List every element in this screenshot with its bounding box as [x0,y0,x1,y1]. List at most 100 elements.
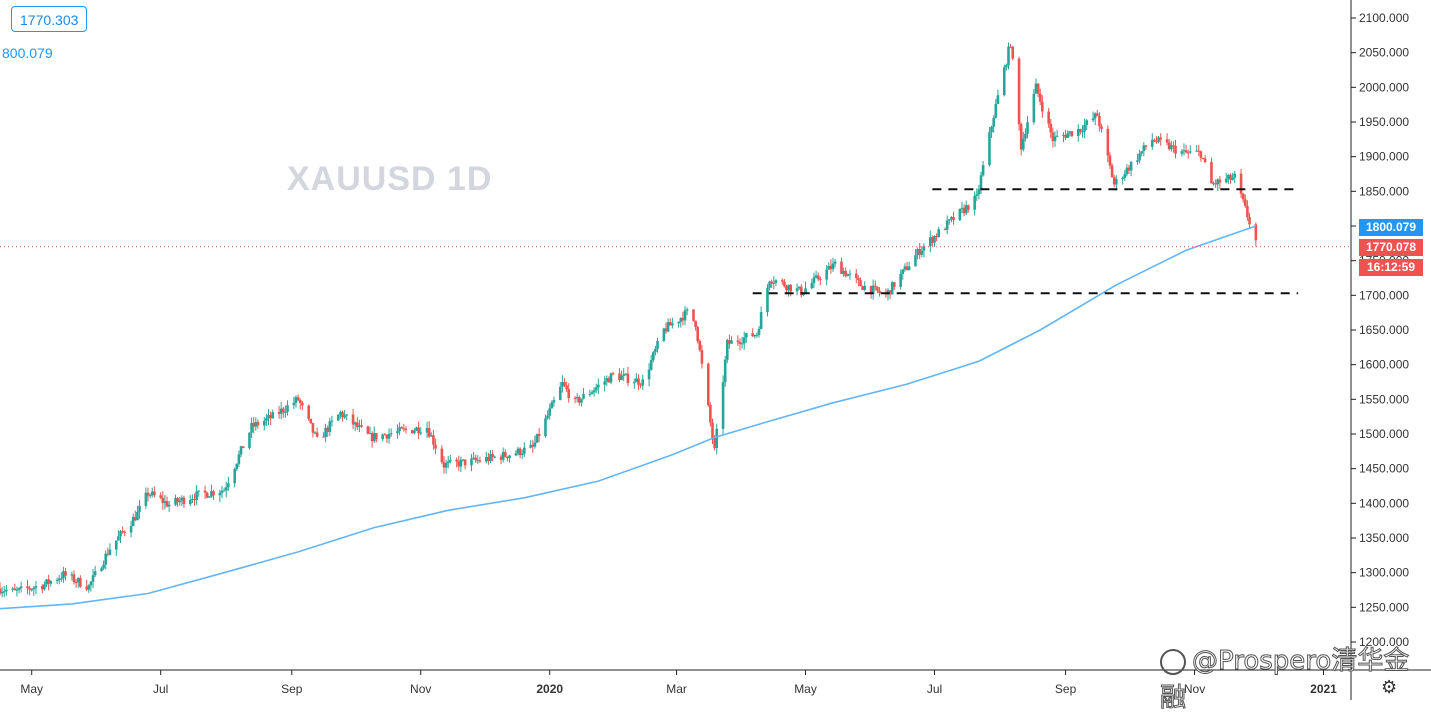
candle-body [108,549,112,555]
candle-body [905,266,909,271]
symbol-watermark: XAUUSD 1D [287,160,493,198]
candle-body [1123,174,1127,178]
candle-body [87,585,91,590]
candle-body [1047,111,1050,124]
candle-body [1068,131,1072,134]
candle-body [780,280,784,282]
candle-body [26,586,29,589]
candle-body [947,219,951,221]
candle-body [491,453,494,457]
candle-body [1049,123,1053,133]
candle-body [578,397,581,403]
candle-body [529,444,532,448]
candle-body [516,448,520,454]
candle-body [271,412,275,419]
candle-body [430,435,433,437]
candle-body [267,415,270,419]
candle-body [440,448,444,463]
candle-body [74,582,78,584]
candle-body [594,387,598,391]
candle-body [609,373,613,383]
candle-body [871,285,875,295]
candle-body [1150,139,1154,147]
candle-body [129,526,133,533]
candle-body [1172,145,1175,147]
candle-body [1224,178,1228,183]
candle-body [861,286,864,290]
moving-average-line [0,225,1257,610]
candle-body [624,373,628,375]
candle-body [459,459,463,467]
candle-body [1081,131,1084,133]
candle-body [863,285,867,290]
candle-body [1021,138,1025,150]
candle-body [387,434,391,439]
candle-body [11,588,14,590]
candle-body [195,491,198,501]
x-tick-label: Nov [1184,682,1205,696]
candle-body [1083,125,1086,132]
candle-body [1053,136,1057,142]
candle-body [235,463,239,470]
candle-body [70,574,74,576]
candle-body [518,448,522,456]
candle-body [1106,128,1110,156]
candle-body [93,571,97,576]
candle-body [389,433,393,435]
candle-body [685,309,689,311]
candle-body [1180,151,1184,154]
bar-countdown-tag: 16:12:59 [1359,259,1423,276]
candle-body [425,428,429,433]
candle-body [635,378,638,383]
candle-body [683,310,687,321]
candle-body [546,415,549,419]
candle-body [514,453,518,456]
candle-body [478,460,482,462]
candle-body [713,437,716,448]
candle-body [220,490,224,493]
candle-body [757,328,761,335]
candle-body [417,427,420,434]
candle-body [914,255,917,267]
candle-body [193,498,196,501]
candle-body [935,236,938,238]
x-tick-label: May [794,682,817,696]
candle-body [212,491,215,496]
gear-icon[interactable]: ⚙ [1381,677,1398,698]
candle-body [1167,142,1171,150]
y-tick-label: 1950.000 [1359,115,1409,129]
candle-body [1144,145,1148,147]
candle-body [43,584,46,590]
candle-body [294,397,298,403]
candle-body [662,328,666,341]
candle-body [404,428,408,431]
y-tick-label: 1500.000 [1359,427,1409,441]
candle-body [988,132,991,166]
candle-body [501,452,505,460]
candle-body [933,236,936,243]
candle-body [605,378,609,382]
candle-body [180,497,184,501]
candle-body [1038,93,1042,102]
candle-body [647,369,651,380]
candle-body [463,459,467,466]
candle-body [91,575,95,582]
candle-body [603,381,606,385]
candle-body [751,333,754,337]
x-tick-label: May [20,682,43,696]
candle-body [34,586,38,588]
candle-body [470,458,473,466]
candle-body [254,422,258,427]
candle-body [668,322,672,326]
candle-body [205,492,209,498]
candle-body [191,498,194,501]
candle-body [899,273,902,287]
candle-body [637,378,640,385]
candle-body [945,220,949,230]
candle-body [1005,65,1008,68]
candle-body [854,273,858,278]
candle-body [588,393,592,395]
candle-body [869,285,873,295]
